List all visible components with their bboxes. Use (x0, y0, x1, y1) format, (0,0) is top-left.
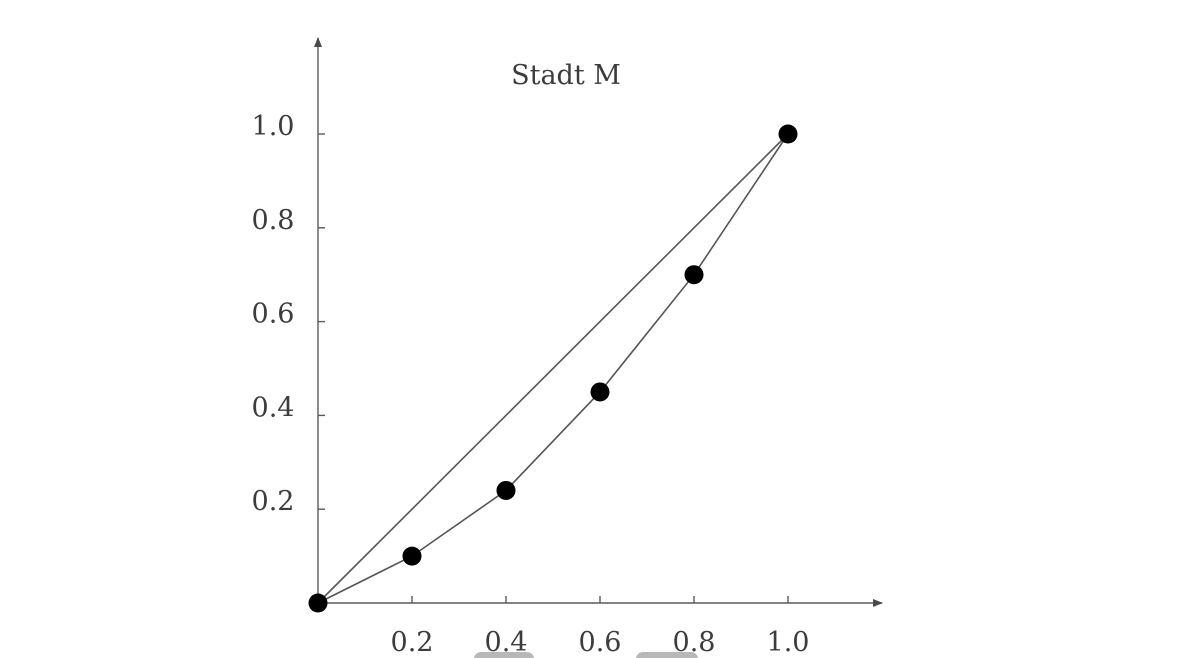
data-point (402, 546, 422, 566)
equality-line (317, 133, 789, 604)
data-point (684, 265, 704, 285)
x-axis-ticks: 0.2 0.4 0.6 0.8 1.0 (391, 596, 810, 658)
data-point (778, 124, 798, 144)
y-axis-ticks: 0.2 0.4 0.6 0.8 1.0 (252, 111, 325, 517)
lorenz-curve-line (317, 133, 789, 604)
video-progress-pill-left (474, 652, 534, 658)
data-point (590, 382, 610, 402)
x-tick-label: 0.2 (391, 627, 434, 658)
x-tick-label: 0.6 (579, 627, 622, 658)
points-layer (308, 124, 798, 613)
y-tick-label: 0.8 (252, 205, 295, 236)
data-point (496, 480, 516, 500)
y-tick-label: 1.0 (252, 111, 295, 142)
y-tick-label: 0.2 (252, 486, 295, 517)
x-tick-label: 1.0 (767, 627, 810, 658)
video-progress-pill-right (636, 652, 698, 658)
y-tick-label: 0.6 (252, 299, 295, 330)
data-point (308, 593, 328, 613)
y-tick-label: 0.4 (252, 392, 295, 423)
series-layer (317, 133, 789, 604)
chart-title: Stadt M (511, 60, 621, 91)
